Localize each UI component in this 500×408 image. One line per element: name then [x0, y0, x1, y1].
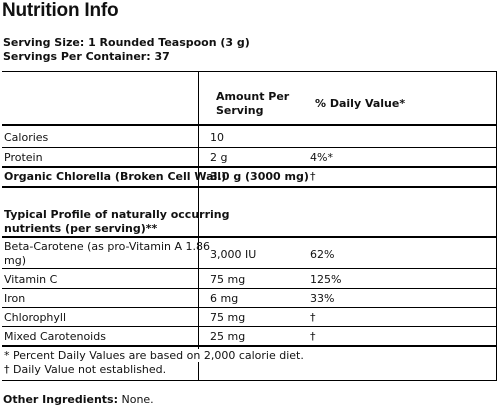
footnote-dagger: † Daily Value not established. — [4, 363, 171, 376]
row-divider — [2, 268, 496, 269]
row-beta-carotene-name-line1: Beta-Carotene (as pro-Vitamin A 1.86 — [4, 240, 211, 253]
row-beta-carotene-name-line2: mg) — [4, 254, 26, 267]
row-divider — [2, 147, 496, 148]
page-title: Nutrition Info — [2, 0, 119, 21]
row-iron-name: Iron — [4, 292, 26, 305]
serving-size: Serving Size: 1 Rounded Teaspoon (3 g) — [3, 36, 250, 49]
row-chlorophyll-amount: 75 mg — [210, 311, 246, 324]
section-rule — [2, 236, 496, 238]
row-protein-amount: 2 g — [210, 151, 228, 164]
row-calories-name: Calories — [4, 131, 49, 144]
row-iron-dv: 33% — [310, 292, 335, 305]
row-vitamin-c-amount: 75 mg — [210, 273, 246, 286]
row-beta-carotene-dv: 62% — [310, 248, 335, 261]
other-ingredients-label: Other Ingredients: — [3, 393, 118, 406]
row-chlorophyll-name: Chlorophyll — [4, 311, 67, 324]
row-mixed-carotenoids-dv: † — [310, 330, 316, 343]
column-divider — [198, 72, 199, 380]
header-rule — [2, 124, 496, 126]
row-iron-amount: 6 mg — [210, 292, 239, 305]
row-chlorella-dv: † — [310, 170, 316, 183]
row-divider — [2, 166, 496, 168]
row-vitamin-c-name: Vitamin C — [4, 273, 58, 286]
footnote-percent: * Percent Daily Values are based on 2,00… — [4, 349, 308, 362]
servings-per-container: Servings Per Container: 37 — [3, 50, 170, 63]
row-divider — [2, 288, 496, 289]
other-ingredients-value: None. — [121, 393, 154, 406]
row-protein-name: Protein — [4, 151, 43, 164]
nutrition-table: Amount Per Serving % Daily Value* Calori… — [2, 71, 497, 381]
amount-header-line2: Serving — [216, 104, 264, 117]
row-chlorophyll-dv: † — [310, 311, 316, 324]
row-vitamin-c-dv: 125% — [310, 273, 342, 286]
row-calories-amount: 10 — [210, 131, 224, 144]
section-rule — [2, 186, 496, 188]
other-ingredients: Other Ingredients: None. — [3, 393, 154, 406]
row-mixed-carotenoids-amount: 25 mg — [210, 330, 246, 343]
amount-header-line1: Amount Per — [216, 90, 290, 103]
section-rule — [2, 345, 496, 347]
row-beta-carotene-amount: 3,000 IU — [210, 248, 257, 261]
row-chlorella-amount: 3.0 g (3000 mg) — [210, 170, 309, 183]
row-chlorella-name: Organic Chlorella (Broken Cell Wall) — [4, 170, 227, 183]
row-divider — [2, 307, 496, 308]
row-protein-dv: 4%* — [310, 151, 333, 164]
daily-value-header: % Daily Value* — [315, 97, 406, 110]
profile-heading-line2: nutrients (per serving)** — [4, 222, 158, 235]
row-mixed-carotenoids-name: Mixed Carotenoids — [4, 330, 106, 343]
profile-heading-line1: Typical Profile of naturally occurring — [4, 208, 230, 221]
row-divider — [2, 326, 496, 327]
